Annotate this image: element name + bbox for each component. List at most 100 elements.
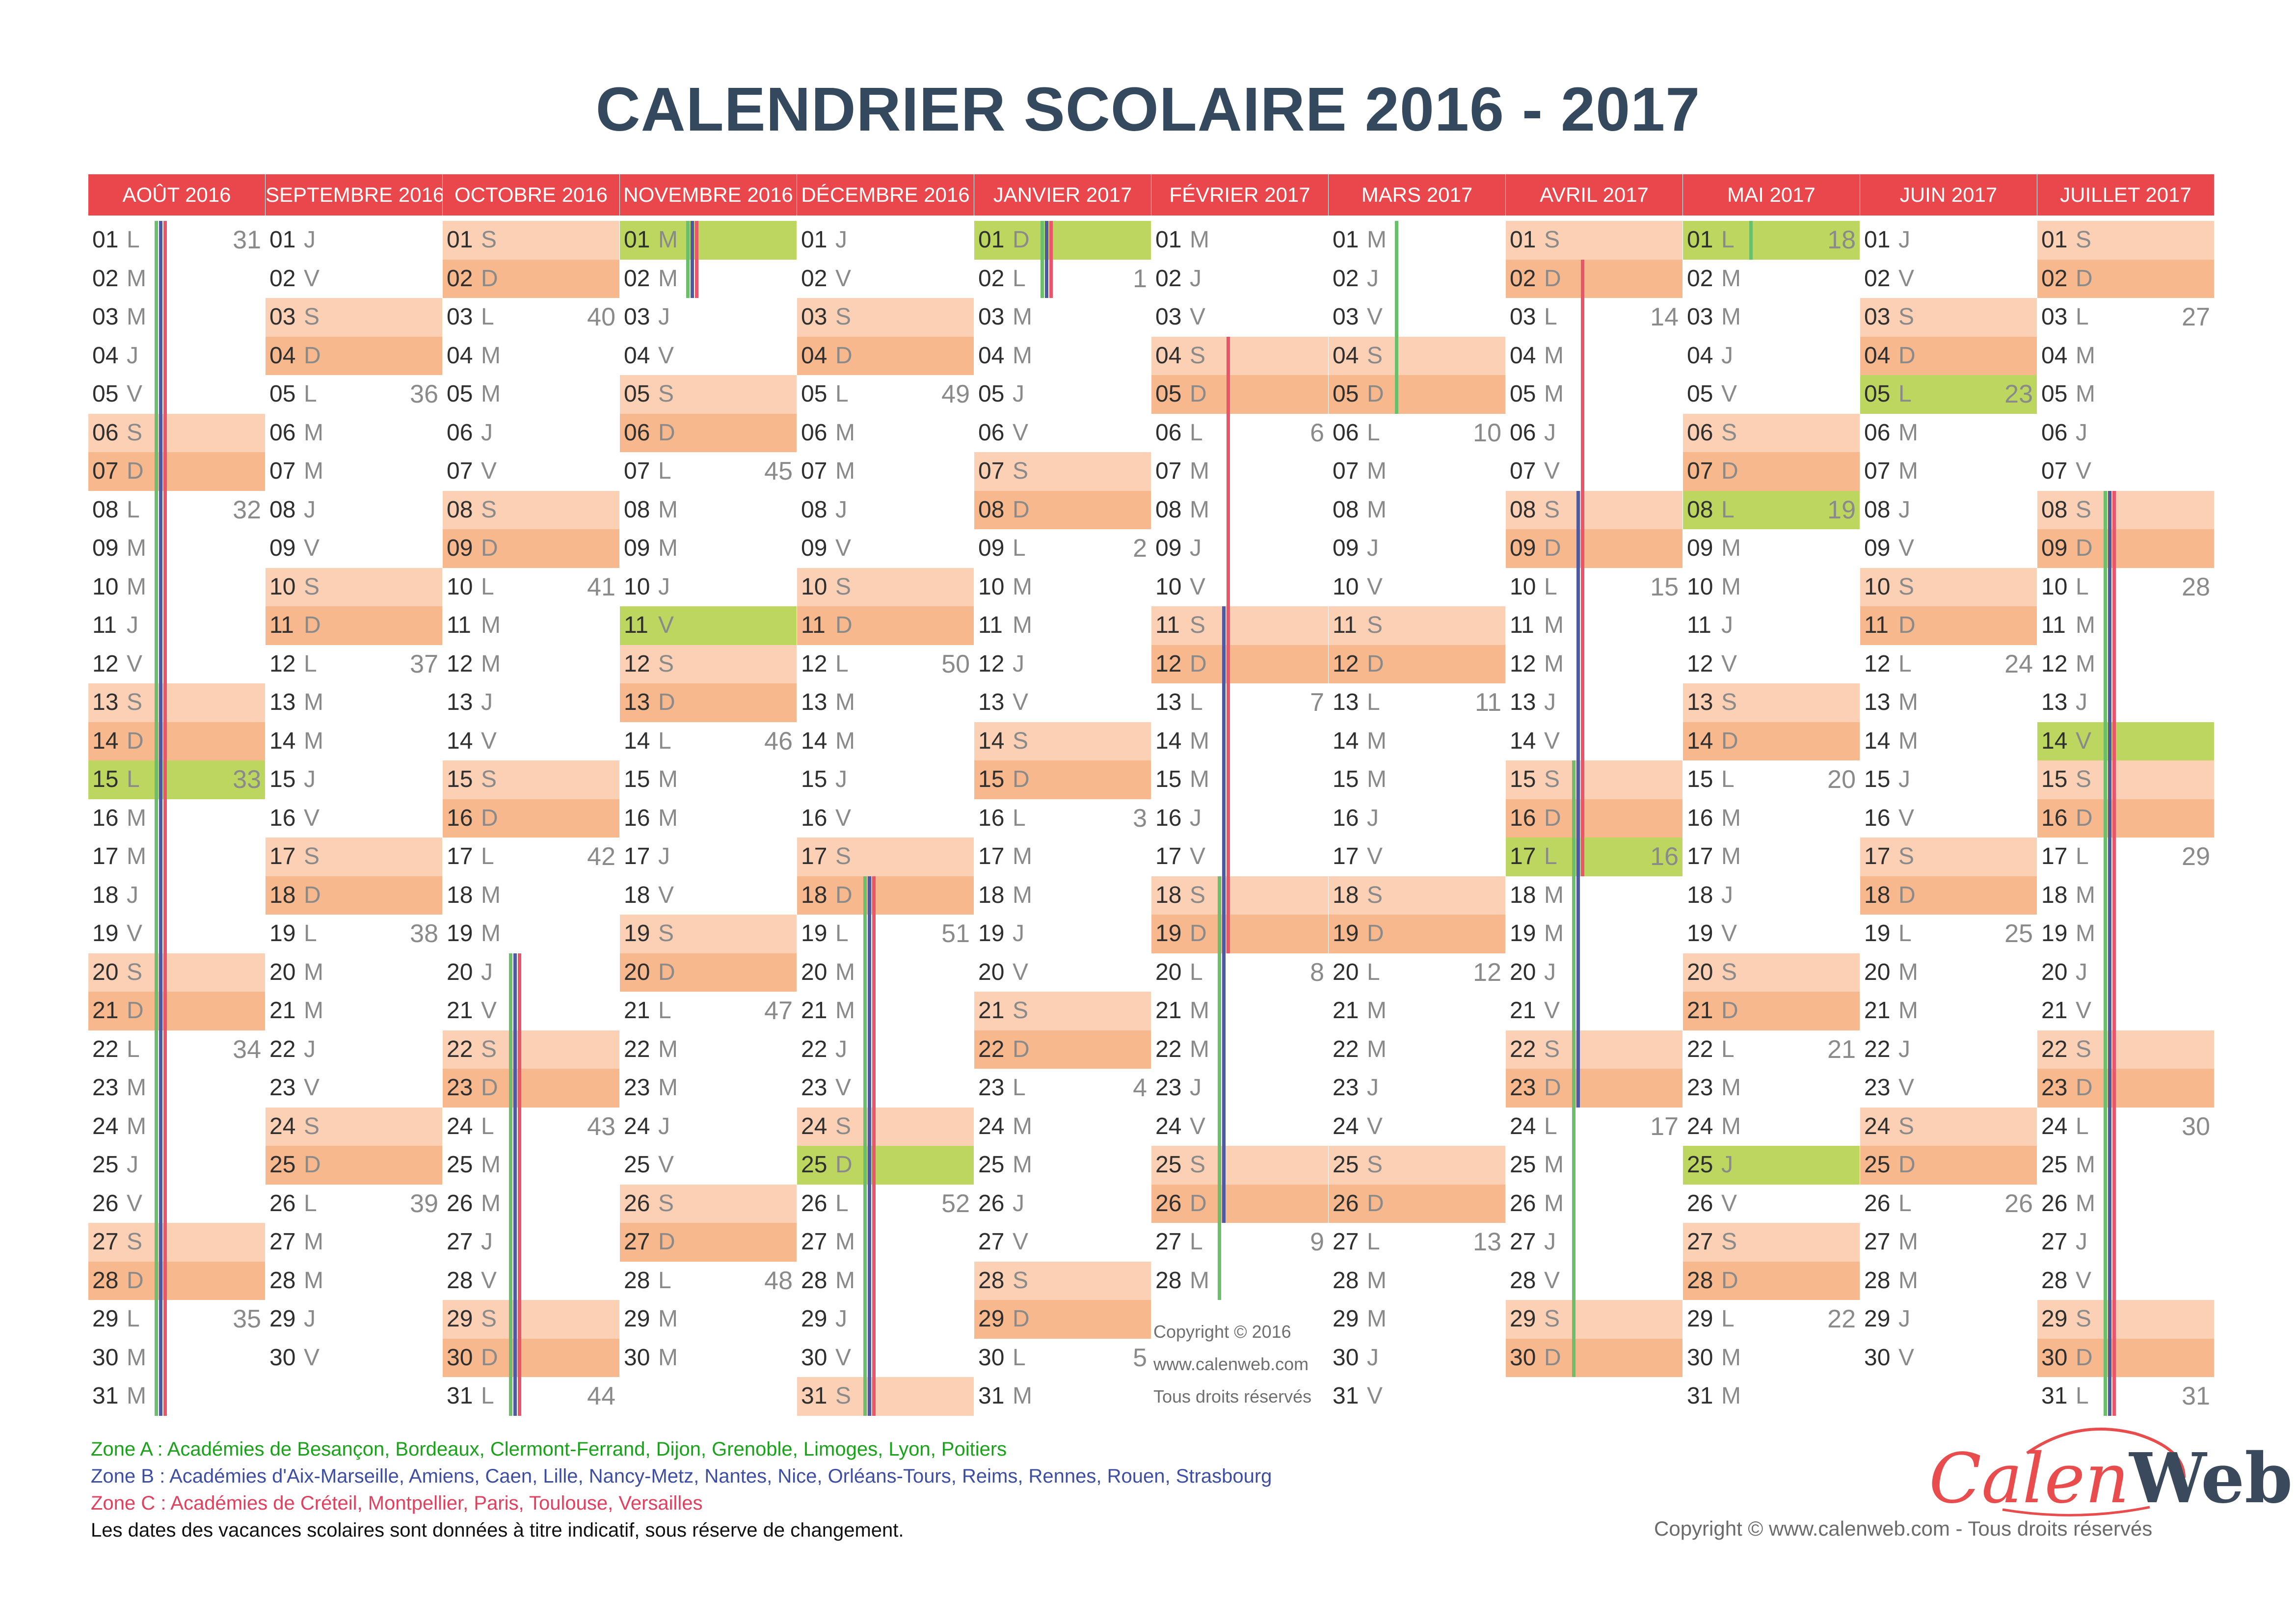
day-row: 23 M xyxy=(1683,1069,1860,1108)
zone-b-holiday-bar xyxy=(691,221,694,260)
zone-c-holiday-bar xyxy=(163,760,167,799)
day-row: 27 M xyxy=(266,1223,442,1262)
weekday-letter: M xyxy=(658,1344,678,1371)
zone-a-holiday-bar xyxy=(155,683,158,722)
zone-c-holiday-bar xyxy=(163,336,167,375)
zone-c-holiday-bar xyxy=(518,1069,521,1108)
weekday-letter: L xyxy=(1013,265,1026,292)
zone-c-holiday-bar xyxy=(163,953,167,992)
day-number: 08 xyxy=(624,496,650,523)
day-row: 29 J xyxy=(797,1300,974,1339)
day-row: 28 V xyxy=(443,1261,619,1300)
zone-b-holiday-bar xyxy=(513,1338,517,1377)
week-number: 27 xyxy=(2182,303,2210,331)
zone-b-holiday-bar xyxy=(1222,915,1226,953)
day-number: 13 xyxy=(1155,689,1182,715)
weekday-letter: S xyxy=(658,1190,674,1217)
day-number: 17 xyxy=(269,843,296,869)
day-row: 02 V xyxy=(1860,260,2037,298)
weekday-letter: J xyxy=(1721,612,1733,638)
zone-c-holiday-bar xyxy=(163,1300,167,1339)
day-row: 22 L 21 xyxy=(1683,1030,1860,1069)
day-row: 15 J xyxy=(1860,760,2037,799)
day-row: 14 L 46 xyxy=(620,722,797,761)
day-row: 20 M xyxy=(797,953,974,992)
weekday-letter: S xyxy=(835,1113,852,1139)
day-row: 14 V xyxy=(443,722,619,761)
day-number: 01 xyxy=(624,227,650,253)
week-number: 24 xyxy=(2004,649,2033,678)
zone-a-holiday-bar xyxy=(155,452,158,491)
page-title: CALENDRIER SCOLAIRE 2016 - 2017 xyxy=(595,75,1701,144)
day-row: 18 D xyxy=(266,876,442,915)
zone-a-holiday-bar xyxy=(1218,915,1221,953)
weekday-letter: D xyxy=(481,535,498,561)
day-row: 13 J xyxy=(443,683,619,722)
weekday-letter: V xyxy=(658,1152,674,1178)
weekday-letter: D xyxy=(835,612,853,638)
zone-b-holiday-bar xyxy=(1576,683,1580,722)
day-row: 05 M xyxy=(443,375,619,414)
day-number: 26 xyxy=(1155,1190,1182,1217)
weekday-letter: S xyxy=(481,496,497,523)
day-row: 23 V xyxy=(1860,1069,2037,1108)
zone-a-holiday-bar xyxy=(155,799,158,838)
day-number: 14 xyxy=(2041,728,2068,754)
day-number: 26 xyxy=(1333,1190,1359,1217)
day-number: 10 xyxy=(801,573,828,600)
day-row: 22 D xyxy=(974,1030,1151,1069)
weekday-letter: D xyxy=(835,882,853,908)
day-number: 25 xyxy=(1864,1152,1891,1178)
day-number: 05 xyxy=(1864,381,1891,407)
day-row: 01 S xyxy=(1506,221,1682,260)
day-row: 04 M xyxy=(443,337,619,376)
day-number: 08 xyxy=(801,496,828,523)
weekday-letter: M xyxy=(127,573,146,600)
weekday-letter: M xyxy=(658,1075,678,1101)
zone-a-holiday-bar xyxy=(155,1030,158,1069)
day-number: 16 xyxy=(1333,805,1359,831)
day-row: 29 J xyxy=(266,1300,442,1339)
day-number: 14 xyxy=(624,728,650,754)
weekday-letter: D xyxy=(127,458,144,484)
zone-c-holiday-bar xyxy=(1049,259,1053,298)
day-number: 31 xyxy=(1333,1383,1359,1409)
day-row: 03 S xyxy=(1860,298,2037,337)
zone-a-holiday-bar xyxy=(2104,1069,2107,1108)
weekday-letter: M xyxy=(1367,766,1387,792)
day-number: 27 xyxy=(92,1229,119,1255)
day-row: 13 M xyxy=(266,683,442,722)
day-row: 04 D xyxy=(1860,336,2037,375)
weekday-letter: D xyxy=(2076,265,2093,292)
day-row: 02 M xyxy=(620,259,797,298)
week-number: 48 xyxy=(764,1266,793,1295)
day-row: 18 M xyxy=(1506,876,1682,915)
weekday-letter: M xyxy=(1367,1036,1387,1062)
weekday-letter: L xyxy=(835,650,849,677)
weekday-letter: L xyxy=(1544,1113,1557,1139)
calenweb-logo: CalenWeb xyxy=(1929,1424,2293,1522)
day-number: 09 xyxy=(1687,535,1713,561)
weekday-letter: V xyxy=(1721,650,1737,677)
weekday-letter: L xyxy=(1898,381,1912,407)
day-number: 16 xyxy=(1864,805,1891,831)
weekday-letter: M xyxy=(1367,458,1387,484)
weekday-letter: J xyxy=(2076,1229,2087,1255)
day-number: 12 xyxy=(1155,650,1182,677)
weekday-letter: V xyxy=(2076,728,2092,754)
weekday-letter: M xyxy=(1190,998,1209,1024)
day-number: 04 xyxy=(2041,342,2068,369)
day-number: 04 xyxy=(269,342,296,369)
week-number: 3 xyxy=(1133,804,1147,833)
weekday-letter: D xyxy=(2076,1344,2093,1371)
zone-c-holiday-bar xyxy=(2112,876,2116,915)
day-row: 18 S xyxy=(1151,876,1328,915)
day-number: 29 xyxy=(92,1306,119,1332)
day-row: 27 L 9 xyxy=(1151,1223,1328,1262)
day-number: 06 xyxy=(1333,419,1359,446)
day-number: 21 xyxy=(447,998,473,1024)
weekday-letter: L xyxy=(658,728,671,754)
weekday-letter: S xyxy=(1367,1152,1383,1178)
day-number: 19 xyxy=(1864,920,1891,947)
day-number: 23 xyxy=(2041,1075,2068,1101)
